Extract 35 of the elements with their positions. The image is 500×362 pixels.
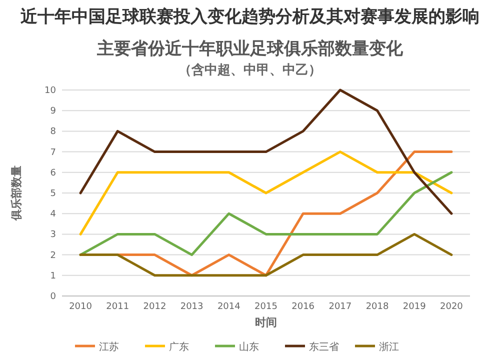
y-tick-label: 2 [50, 250, 56, 261]
x-tick-label: 2017 [328, 302, 352, 312]
legend-label: 东三省 [309, 341, 339, 353]
y-tick-label: 7 [50, 148, 56, 158]
x-tick-label: 2011 [106, 302, 130, 312]
x-tick-label: 2013 [180, 302, 204, 312]
y-tick-label: 10 [44, 86, 56, 96]
y-tick-label: 6 [50, 168, 56, 178]
x-tick-label: 2014 [217, 302, 241, 312]
y-tick-label: 5 [50, 189, 56, 199]
x-tick-label: 2010 [69, 302, 92, 312]
x-tick-label: 2015 [254, 302, 278, 312]
y-tick-label: 4 [50, 210, 56, 220]
y-tick-label: 9 [50, 106, 56, 117]
legend-label: 浙江 [379, 341, 399, 353]
legend-label: 山东 [239, 341, 259, 353]
x-tick-label: 2020 [440, 302, 464, 312]
x-axis-title: 时间 [255, 316, 277, 329]
x-tick-label: 2018 [366, 302, 389, 312]
x-tick-label: 2012 [143, 302, 166, 312]
line-series [79, 150, 453, 236]
x-tick-label: 2016 [292, 302, 315, 312]
y-axis-title: 俱乐部数量 [10, 166, 23, 222]
legend-label: 广东 [169, 341, 189, 353]
chart-subtitle: （含中超、中甲、中乙） [178, 62, 322, 78]
x-tick-label: 2019 [402, 302, 426, 312]
y-tick-label: 0 [50, 292, 56, 302]
line-series [79, 171, 453, 256]
line-series [79, 88, 453, 215]
text: 近十年中国足球联赛投入变化趋势分析及其对赛事发展的影响 [20, 7, 480, 27]
y-tick-label: 3 [50, 230, 56, 240]
y-tick-label: 8 [50, 127, 56, 138]
legend-label: 江苏 [99, 341, 119, 353]
y-tick-label: 1 [50, 271, 56, 282]
chart-title: 主要省份近十年职业足球俱乐部数量变化 [96, 39, 404, 59]
